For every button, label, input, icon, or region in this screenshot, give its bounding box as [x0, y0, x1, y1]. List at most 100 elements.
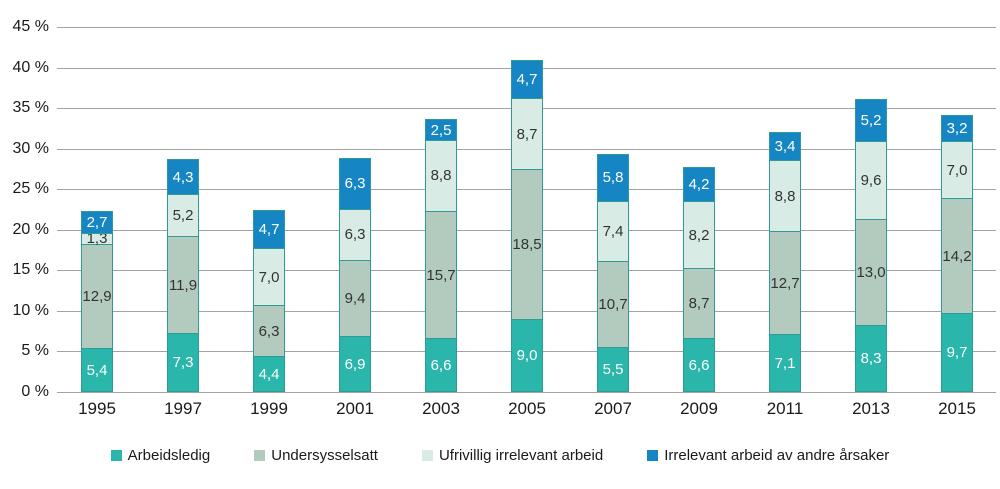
- gridline: [57, 27, 996, 28]
- bar-segment-value: 4,4: [258, 365, 280, 383]
- x-tick-label: 2007: [594, 399, 632, 418]
- y-tick-label: 45 %: [12, 18, 49, 35]
- bar-segment: 7,3: [167, 332, 199, 392]
- bar-segment-value: 8,8: [774, 187, 796, 205]
- y-tick-label: 20 %: [12, 220, 49, 238]
- bar-segment: 8,8: [425, 139, 457, 213]
- bar-segment: 8,3: [855, 324, 887, 392]
- bar-segment: 15,7: [425, 211, 457, 340]
- y-tick-label: 35 %: [12, 99, 49, 117]
- bar-segment: 5,8: [597, 153, 629, 202]
- bar-segment: 8,7: [511, 98, 543, 170]
- legend-item-arbeidsledig: Arbeidsledig: [110, 447, 211, 464]
- y-tick-label: 40 %: [12, 58, 49, 76]
- plot-area: 5,4 12,9 1,3 2,7 7,3 11,9 5,2 4,3 4,4 6,3 7,0 4,7 6,…: [57, 27, 996, 393]
- bar-segment-value: 4,2: [688, 176, 710, 194]
- x-tick-label: 1995: [78, 399, 116, 418]
- bar-1995: 5,4 12,9 1,3 2,7: [81, 27, 113, 392]
- bar-segment-value: 10,7: [598, 296, 628, 313]
- bar-segment-value: 3,2: [946, 120, 968, 138]
- bar-segment: 5,5: [597, 347, 629, 392]
- bar-segment: 3,2: [941, 115, 973, 143]
- y-tick-label: 15 %: [12, 261, 49, 279]
- bar-segment-value: 4,7: [258, 221, 280, 239]
- y-tick-label: 25 %: [12, 180, 49, 198]
- bar-1997: 7,3 11,9 5,2 4,3: [167, 27, 199, 392]
- bar-segment: 6,3: [253, 305, 285, 358]
- bar-segment-value: 5,8: [602, 169, 624, 187]
- legend-label: Irrelevant arbeid av andre årsaker: [664, 447, 890, 464]
- bar-segment: 11,9: [167, 236, 199, 334]
- bar-segment: 6,6: [425, 338, 457, 392]
- bar-segment-value: 5,2: [860, 112, 882, 130]
- legend-item-ufrivillig-irrelevant-arbeid: Ufrivillig irrelevant arbeid: [421, 447, 603, 464]
- bar-2007: 5,5 10,7 7,4 5,8: [597, 27, 629, 392]
- bar-segment-value: 12,9: [82, 287, 112, 305]
- bar-segment: 2,5: [425, 119, 457, 141]
- gridline: [57, 392, 996, 393]
- y-tick-label: 30 %: [12, 139, 49, 157]
- bar-segment-value: 8,8: [430, 167, 452, 185]
- bar-segment-value: 9,6: [860, 172, 882, 190]
- bar-segment: 5,2: [167, 194, 199, 238]
- x-axis-labels: 1995 1997 1999 2001 2003 2005 2007 2009 2011 2013…: [0, 399, 1000, 423]
- bar-segment: 7,1: [769, 334, 801, 392]
- bar-segment-value: 7,4: [602, 222, 624, 240]
- bar-segment: 4,2: [683, 167, 715, 203]
- bar-segment: 8,2: [683, 201, 715, 269]
- x-tick-label: 2005: [508, 399, 546, 418]
- bar-segment-value: 4,7: [516, 71, 538, 89]
- x-tick-label: 1997: [164, 399, 202, 418]
- bar-segment-value: 6,3: [344, 175, 366, 193]
- bar-segment: 9,4: [339, 259, 371, 338]
- bar-segment-value: 6,3: [344, 226, 366, 244]
- bar-segment-value: 1,3: [86, 230, 108, 248]
- bar-2003: 6,6 15,7 8,8 2,5: [425, 27, 457, 392]
- bar-segment: 9,7: [941, 313, 973, 392]
- bar-segment-value: 6,6: [688, 356, 710, 374]
- bar-segment: 7,0: [941, 141, 973, 200]
- bar-2009: 6,6 8,7 8,2 4,2: [683, 27, 715, 392]
- y-axis-labels: 0 % 5 % 10 % 15 % 20 % 25 % 30 % 35 % 40 % 45 %: [0, 18, 49, 400]
- bar-2013: 8,3 13,0 9,6 5,2: [855, 27, 887, 392]
- legend-label: Arbeidsledig: [127, 447, 211, 464]
- bar-segment-value: 6,3: [258, 322, 280, 340]
- bar-segment: 6,3: [339, 208, 371, 261]
- bar-segment-value: 3,4: [774, 138, 796, 156]
- bar-segment: 7,0: [253, 248, 285, 307]
- bar-segment: 7,4: [597, 200, 629, 262]
- x-tick-label: 2011: [766, 399, 804, 418]
- chart-legend: Arbeidsledig Undersysselsatt Ufrivillig …: [0, 447, 1000, 464]
- bar-segment-value: 6,9: [344, 355, 366, 373]
- bar-segment-value: 7,0: [946, 161, 968, 179]
- bar-segment-value: 7,1: [774, 354, 796, 372]
- legend-item-irrelevant-arbeid-andre-arsaker: Irrelevant arbeid av andre årsaker: [647, 447, 889, 464]
- bar-segment-value: 15,7: [426, 266, 456, 284]
- legend-swatch-icon: [110, 450, 122, 461]
- bar-segment-value: 2,5: [430, 121, 452, 139]
- bar-segment: 10,7: [597, 260, 629, 349]
- bar-segment: 5,4: [81, 348, 113, 392]
- x-tick-label: 2001: [336, 399, 374, 418]
- bar-segment: 4,3: [167, 159, 199, 196]
- y-tick-label: 0 %: [21, 383, 49, 400]
- bar-segment-value: 9,0: [516, 347, 538, 364]
- bar-segment: 5,2: [855, 99, 887, 143]
- bar-segment: 4,7: [253, 210, 285, 250]
- bar-segment-value: 5,2: [172, 207, 194, 225]
- bar-segment-value: 2,7: [86, 214, 108, 232]
- y-tick-label: 10 %: [12, 301, 49, 319]
- bar-segment: 14,2: [941, 198, 973, 315]
- bar-segment-value: 8,7: [688, 295, 710, 313]
- bar-segment: 8,7: [683, 267, 715, 340]
- bar-2015: 9,7 14,2 7,0 3,2: [941, 27, 973, 392]
- legend-item-undersysselsatt: Undersysselsatt: [254, 447, 378, 464]
- bar-segment-value: 8,3: [860, 349, 882, 367]
- bar-segment-value: 13,0: [856, 263, 886, 281]
- bar-segment-value: 4,3: [172, 168, 194, 186]
- x-tick-label: 2015: [938, 399, 976, 418]
- bar-segment: 9,0: [511, 319, 543, 392]
- legend-label: Undersysselsatt: [271, 447, 378, 464]
- y-tick-label: 5 %: [21, 342, 49, 360]
